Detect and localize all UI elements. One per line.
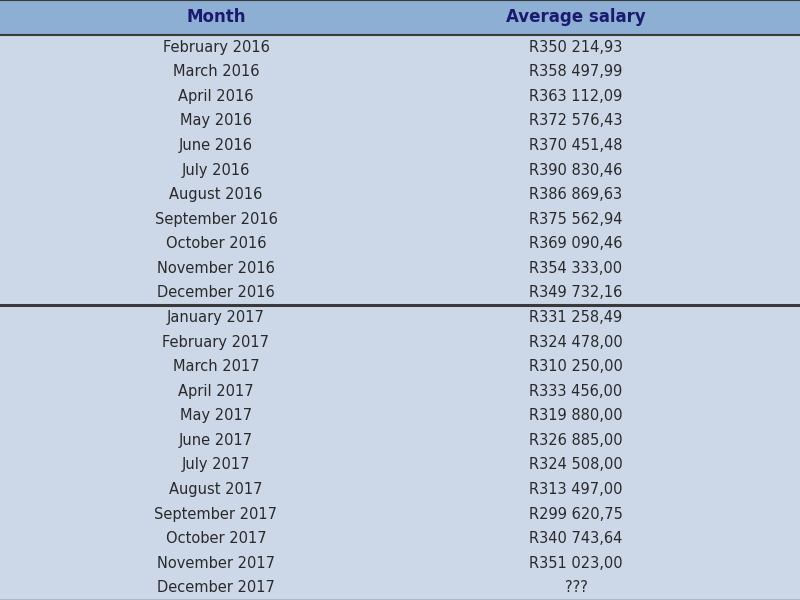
Text: December 2017: December 2017 — [157, 580, 275, 595]
Text: May 2017: May 2017 — [180, 408, 252, 423]
Text: R331 258,49: R331 258,49 — [530, 310, 622, 325]
Text: R340 743,64: R340 743,64 — [530, 531, 622, 546]
Text: R319 880,00: R319 880,00 — [529, 408, 623, 423]
Text: R333 456,00: R333 456,00 — [530, 383, 622, 398]
Text: August 2016: August 2016 — [170, 187, 262, 202]
Text: August 2017: August 2017 — [170, 482, 262, 497]
FancyBboxPatch shape — [0, 0, 800, 35]
Text: R299 620,75: R299 620,75 — [529, 506, 623, 521]
Text: R372 576,43: R372 576,43 — [530, 113, 622, 128]
Text: R370 451,48: R370 451,48 — [530, 138, 622, 153]
Text: October 2017: October 2017 — [166, 531, 266, 546]
Text: December 2016: December 2016 — [157, 286, 275, 301]
Text: November 2016: November 2016 — [157, 261, 275, 276]
Text: R313 497,00: R313 497,00 — [530, 482, 622, 497]
Text: February 2017: February 2017 — [162, 335, 270, 350]
Text: April 2016: April 2016 — [178, 89, 254, 104]
Text: Month: Month — [186, 8, 246, 26]
Text: May 2016: May 2016 — [180, 113, 252, 128]
Text: R324 478,00: R324 478,00 — [529, 335, 623, 350]
Text: R363 112,09: R363 112,09 — [530, 89, 622, 104]
Text: R351 023,00: R351 023,00 — [529, 556, 623, 571]
Text: R326 885,00: R326 885,00 — [529, 433, 623, 448]
Text: September 2017: September 2017 — [154, 506, 278, 521]
Text: R386 869,63: R386 869,63 — [530, 187, 622, 202]
Text: June 2016: June 2016 — [179, 138, 253, 153]
Text: ???: ??? — [565, 580, 587, 595]
Text: R354 333,00: R354 333,00 — [530, 261, 622, 276]
Text: R369 090,46: R369 090,46 — [530, 236, 622, 251]
Text: March 2016: March 2016 — [173, 64, 259, 79]
Text: September 2016: September 2016 — [154, 212, 278, 227]
Text: November 2017: November 2017 — [157, 556, 275, 571]
Text: October 2016: October 2016 — [166, 236, 266, 251]
Text: June 2017: June 2017 — [179, 433, 253, 448]
Text: R350 214,93: R350 214,93 — [530, 40, 622, 55]
Text: R358 497,99: R358 497,99 — [530, 64, 622, 79]
Text: R390 830,46: R390 830,46 — [530, 163, 622, 178]
Text: April 2017: April 2017 — [178, 383, 254, 398]
Text: July 2017: July 2017 — [182, 457, 250, 472]
Text: R375 562,94: R375 562,94 — [530, 212, 622, 227]
Text: R310 250,00: R310 250,00 — [529, 359, 623, 374]
Text: Average salary: Average salary — [506, 8, 646, 26]
Text: July 2016: July 2016 — [182, 163, 250, 178]
Text: February 2016: February 2016 — [162, 40, 270, 55]
Text: March 2017: March 2017 — [173, 359, 259, 374]
Text: R349 732,16: R349 732,16 — [530, 286, 622, 301]
Text: January 2017: January 2017 — [167, 310, 265, 325]
Text: R324 508,00: R324 508,00 — [529, 457, 623, 472]
